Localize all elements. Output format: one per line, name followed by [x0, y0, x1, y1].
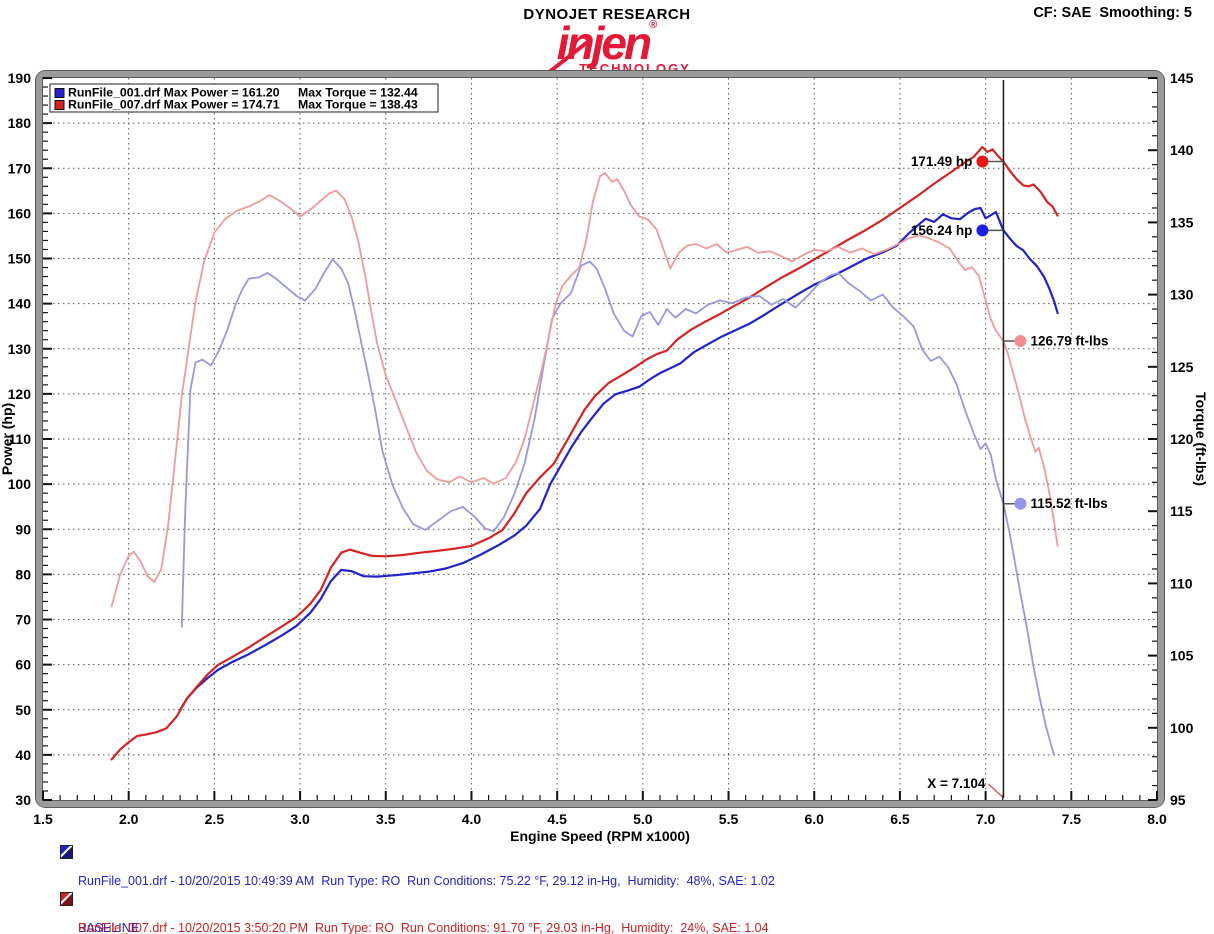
curve-3-runfile-007-drf-torque [110, 172, 1059, 608]
run1-conditions: RunFile_001.drf - 10/20/2015 10:49:39 AM… [78, 874, 775, 888]
svg-text:120: 120 [1170, 431, 1194, 447]
svg-text:110: 110 [1170, 575, 1193, 591]
svg-text:5.5: 5.5 [719, 811, 739, 827]
svg-text:7.5: 7.5 [1062, 811, 1082, 827]
svg-text:125: 125 [1170, 359, 1194, 375]
svg-text:1.5: 1.5 [33, 811, 53, 827]
svg-text:6.0: 6.0 [804, 811, 824, 827]
plot-frame-inner [42, 77, 1158, 801]
svg-text:180: 180 [8, 115, 32, 131]
svg-text:70: 70 [15, 612, 31, 628]
svg-text:30: 30 [15, 792, 31, 808]
correction-smoothing-label: CF: SAE Smoothing: 5 [1033, 5, 1192, 21]
x-axis-title: Engine Speed (RPM x1000) [510, 828, 690, 844]
cursor-x-label: X = 7.104 [927, 776, 986, 791]
plot-frame-outer [35, 70, 1165, 808]
svg-text:160: 160 [8, 205, 32, 221]
curve-0-runfile-001-drf-power [179, 206, 1059, 711]
annotation-dot-icon [976, 224, 989, 237]
svg-text:80: 80 [15, 566, 31, 582]
svg-text:90: 90 [15, 521, 31, 537]
y-right-axis-title: Torque (ft-lbs) [1193, 392, 1209, 486]
run2-conditions: RunFile_007.drf - 10/20/2015 3:50:20 PM … [78, 921, 769, 934]
svg-text:145: 145 [1170, 70, 1194, 86]
annotation-label: 115.52 ft-lbs [1030, 496, 1107, 511]
svg-text:6.5: 6.5 [890, 811, 910, 827]
plot-area [43, 78, 1157, 800]
run2-details: RunFile_007.drf - 10/20/2015 3:50:20 PM … [78, 890, 769, 934]
svg-text:120: 120 [8, 386, 32, 402]
legend-entry-text: RunFile_007.drf Max Power = 174.71 [68, 98, 280, 112]
run1-details: RunFile_001.drf - 10/20/2015 10:49:39 AM… [78, 843, 775, 934]
svg-text:100: 100 [1170, 720, 1194, 736]
svg-text:40: 40 [15, 747, 31, 763]
svg-text:130: 130 [8, 341, 32, 357]
svg-text:3.0: 3.0 [290, 811, 310, 827]
legend-swatch-icon [54, 88, 65, 98]
svg-text:2.5: 2.5 [205, 811, 225, 827]
annotation-label: 126.79 ft-lbs [1030, 333, 1108, 348]
injen-logo-text: injen [556, 17, 652, 69]
svg-text:110: 110 [8, 431, 31, 447]
annotation-dot-icon [976, 155, 989, 168]
report-title: DYNOJET RESEARCH [523, 6, 691, 23]
annotation-label: 171.49 hp [911, 154, 973, 169]
svg-text:135: 135 [1170, 214, 1194, 230]
svg-text:7.0: 7.0 [976, 811, 996, 827]
legend-box [49, 83, 439, 113]
svg-text:50: 50 [15, 702, 31, 718]
svg-text:60: 60 [15, 657, 31, 673]
annotation-dot-icon [1014, 497, 1027, 510]
curve-2-runfile-001-drf-torque [180, 258, 1056, 757]
svg-text:4.5: 4.5 [547, 811, 567, 827]
registered-mark-icon: ® [649, 19, 658, 31]
svg-text:100: 100 [8, 476, 32, 492]
svg-text:3.5: 3.5 [376, 811, 396, 827]
y-left-axis-title: Power (hp) [0, 403, 15, 475]
svg-text:2.0: 2.0 [119, 811, 139, 827]
plot-frame [35, 70, 1165, 808]
svg-text:8.0: 8.0 [1147, 811, 1167, 827]
svg-text:4.0: 4.0 [462, 811, 482, 827]
run1-file-icon [60, 845, 73, 859]
svg-text:150: 150 [8, 251, 32, 267]
legend-swatch-icon [54, 100, 65, 110]
svg-text:5.0: 5.0 [633, 811, 653, 827]
svg-text:130: 130 [1170, 287, 1194, 303]
annotation-dot-icon [1014, 334, 1027, 347]
curve-1-runfile-007-drf-power [110, 145, 1059, 761]
run2-file-icon [60, 892, 73, 906]
run1-title: BASELINE [78, 920, 140, 934]
svg-text:170: 170 [8, 160, 32, 176]
svg-text:140: 140 [8, 296, 32, 312]
legend-entry-text: RunFile_001.drf Max Power = 161.20 [68, 86, 280, 100]
annotation-label: 156.24 hp [911, 223, 973, 238]
cursor-pointer-line [987, 783, 1003, 798]
svg-text:95: 95 [1170, 792, 1186, 808]
svg-text:105: 105 [1170, 648, 1194, 664]
svg-text:140: 140 [1170, 142, 1194, 158]
svg-text:115: 115 [1170, 503, 1193, 519]
legend-entry-torque: Max Torque = 138.43 [298, 98, 418, 112]
svg-text:190: 190 [8, 70, 32, 86]
legend-entry-torque: Max Torque = 132.44 [298, 86, 418, 100]
